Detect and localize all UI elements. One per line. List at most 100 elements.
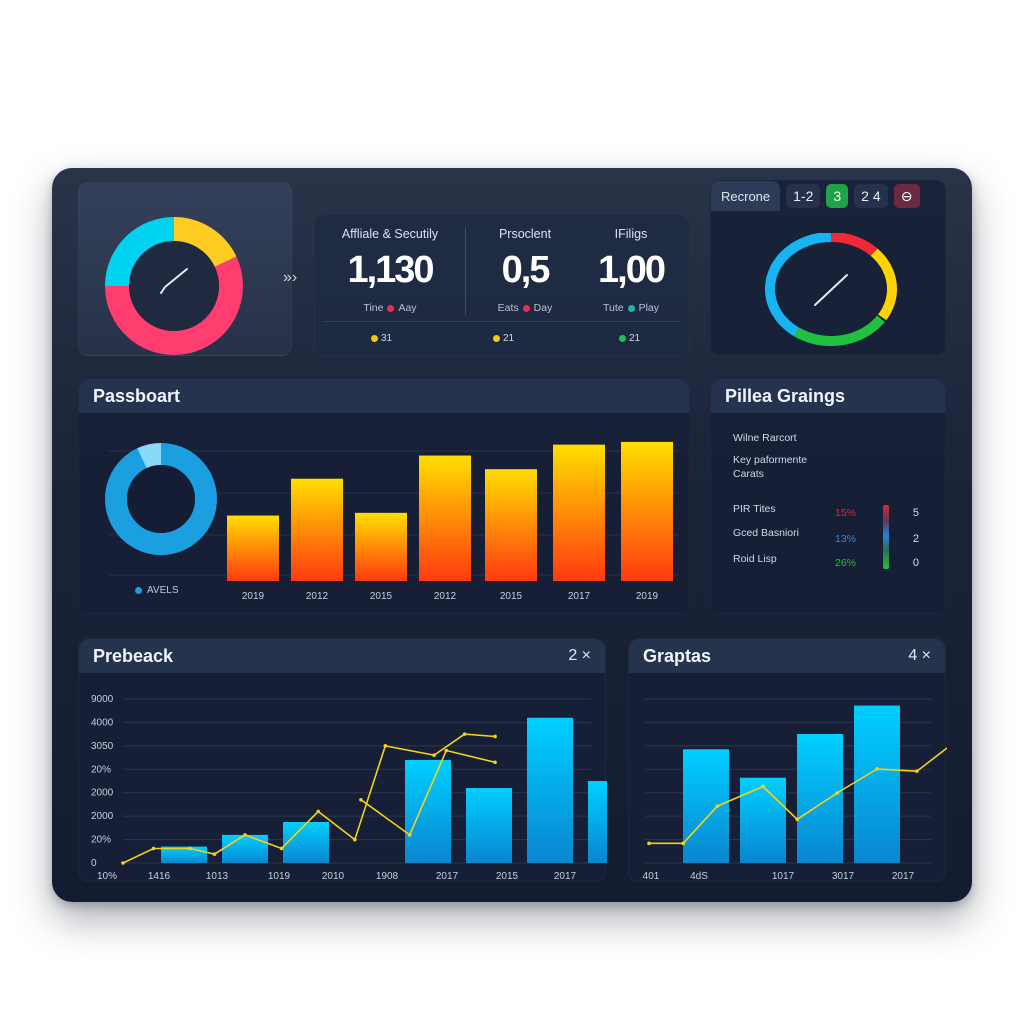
passboart-header: Passboart <box>79 379 689 413</box>
metric-count: 5 <box>912 507 919 519</box>
metric-count: 0 <box>912 557 919 569</box>
svg-text:2012: 2012 <box>306 591 329 602</box>
kpi-prsoclent: Prsoclent 0,5 Eats Day <box>471 215 579 314</box>
gradient-indicator-bar <box>883 505 889 569</box>
tab-recrone[interactable]: Recrone <box>711 181 781 211</box>
kpi-label: IFiligs <box>614 227 648 241</box>
graptas-combo-chart: 401 4dS 1017 3017 2017 <box>643 698 947 882</box>
kpi-footer-stat: 21 <box>619 333 640 344</box>
kpi-label: Affliale & Secutily <box>341 227 439 241</box>
svg-text:2017: 2017 <box>436 871 459 882</box>
pillea-graings-card: Pillea Graings Wilne Rarcort Key paforme… <box>710 378 946 614</box>
kpi-value: 1,130 <box>347 249 434 291</box>
status-dot-icon <box>387 304 395 312</box>
card-title: Passboart <box>93 385 181 406</box>
svg-text:2015: 2015 <box>500 591 523 602</box>
svg-text:1017: 1017 <box>772 871 795 882</box>
svg-text:401: 401 <box>643 871 660 882</box>
footer-value: 31 <box>381 333 393 344</box>
svg-text:1908: 1908 <box>376 871 399 882</box>
kpi-card: Affliale & Secutily 1,130 Tine Aay Prsoc… <box>314 214 690 356</box>
prebeack-header: Prebeack 2 × <box>79 639 605 673</box>
svg-text:1013: 1013 <box>206 871 229 882</box>
svg-text:0: 0 <box>91 858 97 869</box>
prebeack-card: Prebeack 2 × 0 20% 2000 2000 20% 3050 4000 9000… <box>78 638 607 882</box>
chip-range-1-2[interactable]: 1-2 <box>786 184 821 208</box>
metric-count: 2 <box>912 533 919 545</box>
kpi-sub-right: Play <box>638 302 660 314</box>
metric-label: Roid Lisp <box>733 553 777 565</box>
kpi-sub: Tine Aay <box>317 302 463 314</box>
metric-percent: 15% <box>835 507 857 519</box>
gauge-ring-chart <box>764 233 898 346</box>
kpi-sub: Eats Day <box>471 302 579 314</box>
list-line: Key paformente <box>733 454 808 466</box>
kpi-value: 0,5 <box>501 249 551 291</box>
legend-dot-icon <box>135 587 142 594</box>
yellow-dot-icon <box>493 335 500 342</box>
metric-label: PIR Tites <box>733 503 776 515</box>
svg-text:4000: 4000 <box>91 717 114 728</box>
kpi-sub-left: Tine <box>363 302 384 314</box>
graptas-card: Graptas 4 × 401 4dS 1017 3017 2017 <box>628 638 947 882</box>
kpi-sub-right: Day <box>533 302 553 314</box>
chip-3-active[interactable]: 3 <box>826 184 849 208</box>
svg-text:9000: 9000 <box>91 694 114 705</box>
svg-text:3017: 3017 <box>832 871 855 882</box>
metric-row: Roid Lisp 26% 0 <box>733 553 925 569</box>
summary-donut-chart <box>105 217 243 355</box>
dashboard-shell: »› Affliale & Secutily 1,130 Tine Aay Pr… <box>52 168 972 902</box>
metric-percent: 13% <box>835 533 857 545</box>
yellow-dot-icon <box>371 335 378 342</box>
kpi-footer-stat: 21 <box>493 333 514 344</box>
metric-row: Gced Basniori 13% 2 <box>733 527 925 545</box>
prebeack-combo-chart: 0 20% 2000 2000 20% 3050 4000 9000 10% 1416 1013 10… <box>91 694 607 882</box>
graptas-header: Graptas 4 × <box>629 639 945 673</box>
kpi-affiliate-security: Affliale & Secutily 1,130 Tine Aay <box>317 215 463 314</box>
kpi-sub: Tute Play <box>571 302 691 314</box>
kpi-divider <box>465 227 466 315</box>
passboart-bar-chart: 2019 2012 2015 2012 2015 2017 2019 <box>105 441 679 602</box>
green-dot-icon <box>619 335 626 342</box>
close-count-button[interactable]: 4 × <box>908 647 931 664</box>
kpi-separator <box>323 321 681 322</box>
card-title: Pillea Graings <box>725 385 846 406</box>
list-line: Wilne Rarcort <box>733 432 797 444</box>
metric-row: PIR Tites 15% 5 <box>733 503 925 519</box>
gauge-card: Recrone 1-2 3 2 4 ⊖ <box>710 180 946 356</box>
kpi-sub-left: Tute <box>602 302 624 314</box>
kpi-ifiligs: IFiligs 1,00 Tute Play <box>571 215 691 314</box>
expand-arrow-icon[interactable]: »› <box>283 269 298 286</box>
footer-value: 21 <box>503 333 515 344</box>
svg-text:20%: 20% <box>91 764 111 775</box>
status-dot-icon <box>522 304 530 312</box>
metric-percent: 26% <box>835 557 857 569</box>
svg-text:10%: 10% <box>97 871 117 882</box>
status-dot-icon <box>627 304 635 312</box>
kpi-sub-right: Aay <box>398 302 417 314</box>
pillea-header: Pillea Graings <box>711 379 945 413</box>
legend-avels: AVELS <box>135 585 179 596</box>
svg-text:2015: 2015 <box>370 591 393 602</box>
svg-text:4dS: 4dS <box>690 871 708 882</box>
svg-text:2019: 2019 <box>636 591 659 602</box>
remove-icon[interactable]: ⊖ <box>893 184 920 208</box>
close-count-button[interactable]: 2 × <box>568 647 591 664</box>
svg-text:2019: 2019 <box>242 591 265 602</box>
chip-2-4[interactable]: 2 4 <box>854 184 888 208</box>
card-title: Prebeack <box>93 645 174 666</box>
svg-text:2000: 2000 <box>91 811 114 822</box>
svg-text:3050: 3050 <box>91 741 114 752</box>
gauge-tab-bar: Recrone 1-2 3 2 4 ⊖ <box>711 181 945 211</box>
svg-text:2010: 2010 <box>322 871 345 882</box>
svg-text:2000: 2000 <box>91 788 114 799</box>
svg-text:20%: 20% <box>91 835 111 846</box>
svg-text:2017: 2017 <box>554 871 577 882</box>
legend-label: AVELS <box>147 585 179 596</box>
gauge-needle-icon <box>814 274 848 306</box>
card-title: Graptas <box>643 645 712 666</box>
svg-text:2017: 2017 <box>568 591 591 602</box>
kpi-label: Prsoclent <box>498 227 552 241</box>
summary-donut-card[interactable]: »› <box>78 182 297 356</box>
kpi-sub-left: Eats <box>497 302 519 314</box>
